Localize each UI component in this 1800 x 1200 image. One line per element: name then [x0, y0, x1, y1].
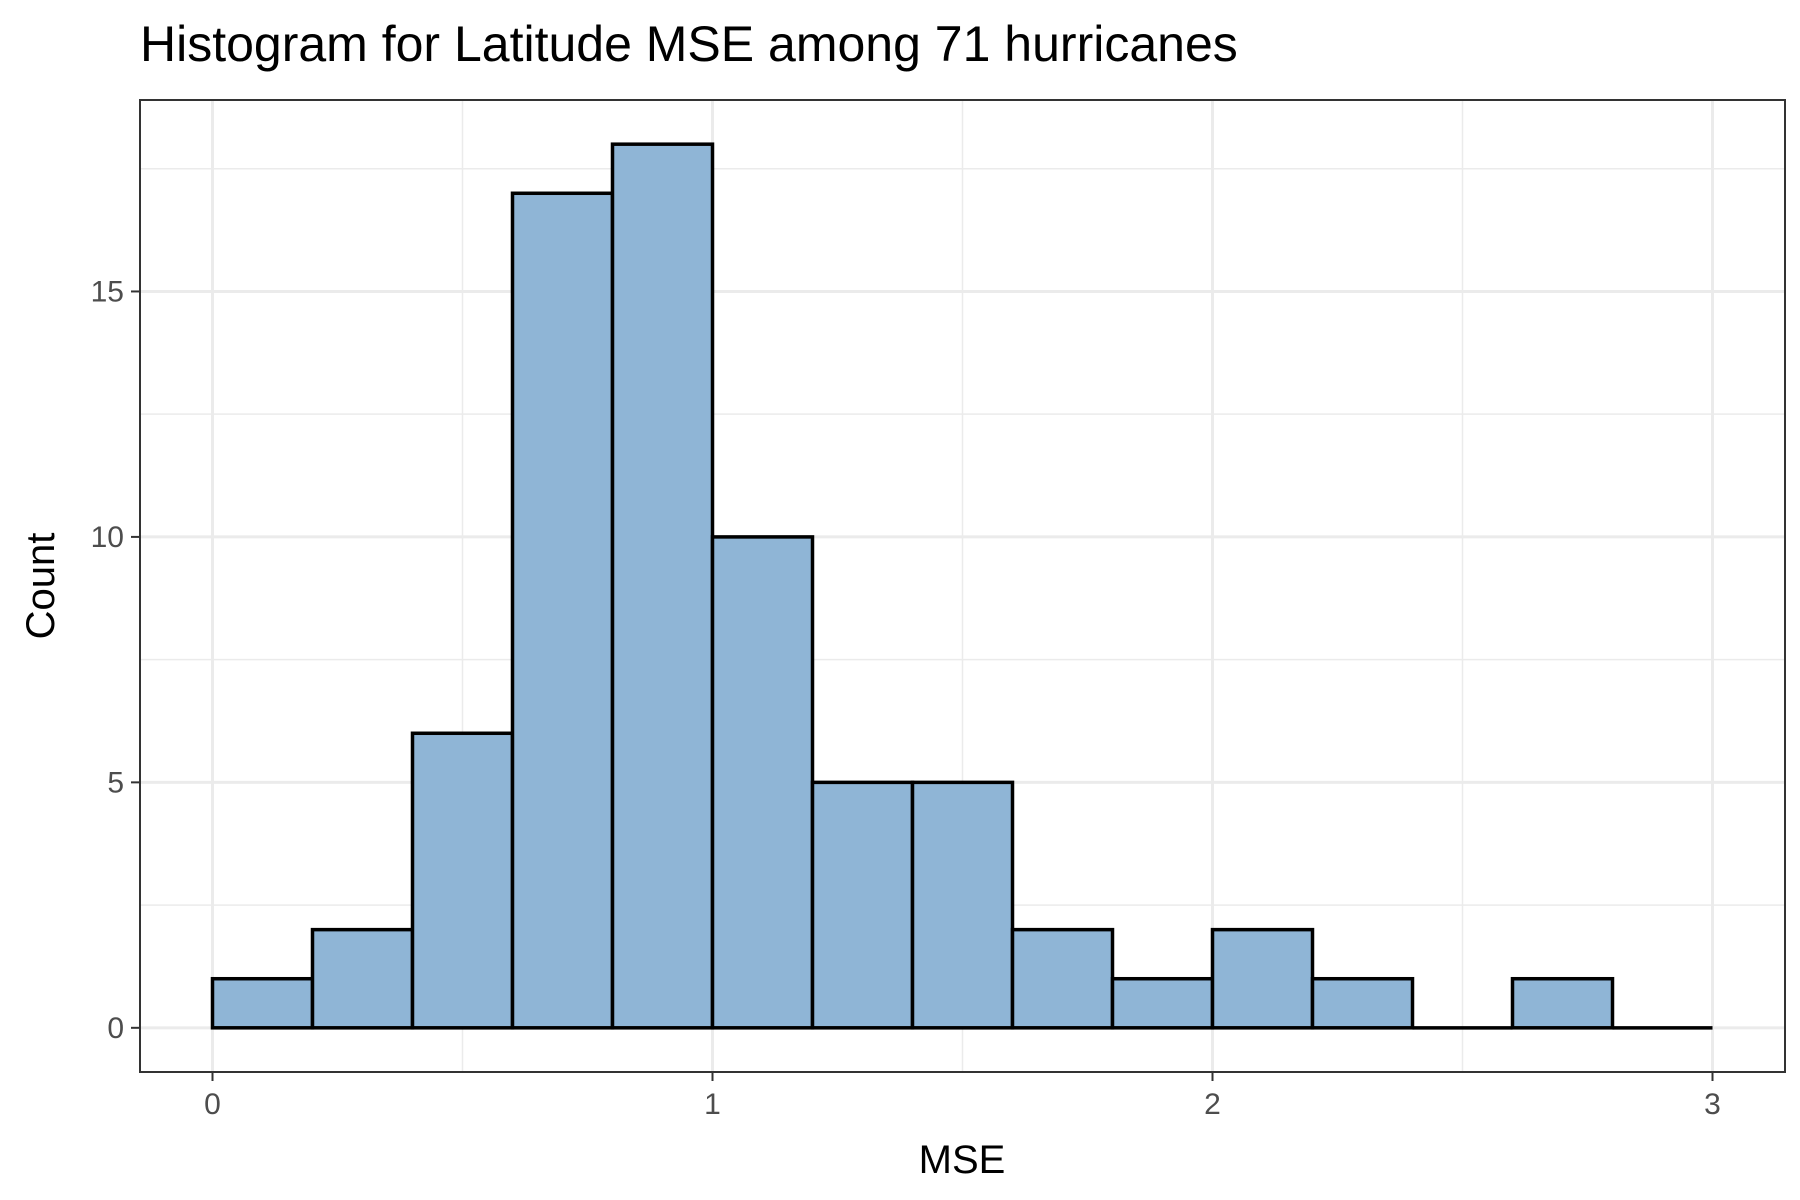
y-tick-label: 0 — [107, 1012, 124, 1045]
x-tick-label: 1 — [704, 1088, 721, 1121]
y-axis-title: Count — [19, 533, 63, 640]
histogram-bar — [210, 976, 315, 1030]
histogram-bar — [810, 780, 915, 1030]
x-tick-label: 2 — [1204, 1088, 1221, 1121]
histogram-bar — [610, 142, 715, 1030]
histogram-bars — [210, 142, 1713, 1030]
histogram-bar — [310, 927, 415, 1030]
histogram-bar — [1210, 927, 1315, 1030]
histogram-bar — [1510, 976, 1615, 1030]
histogram-bar — [1010, 927, 1115, 1030]
histogram-bar — [1310, 976, 1415, 1030]
chart-title: Histogram for Latitude MSE among 71 hurr… — [140, 16, 1238, 72]
y-axis-ticks: 0 5 10 15 — [91, 275, 140, 1045]
histogram-bar — [510, 191, 615, 1030]
histogram-bar — [410, 731, 515, 1030]
x-tick-label: 3 — [1704, 1088, 1721, 1121]
plot-panel-border — [139, 99, 1786, 1073]
x-tick-label: 0 — [204, 1088, 221, 1121]
y-tick-label: 5 — [107, 766, 124, 799]
histogram-bar — [910, 780, 1015, 1030]
histogram-bar — [710, 535, 815, 1030]
x-axis-ticks: 0 1 2 3 — [204, 1072, 1721, 1121]
x-axis-title: MSE — [919, 1138, 1006, 1182]
y-tick-label: 15 — [91, 275, 124, 308]
histogram-bar — [1110, 976, 1215, 1030]
y-tick-label: 10 — [91, 521, 124, 554]
